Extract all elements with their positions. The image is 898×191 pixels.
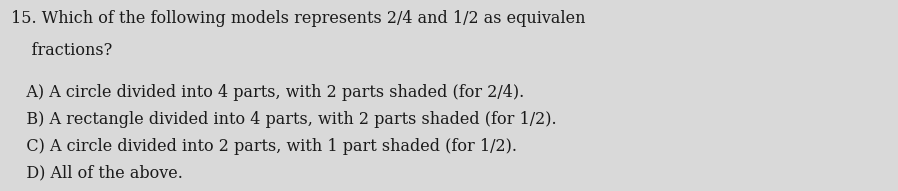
Text: A) A circle divided into 4 parts, with 2 parts shaded (for 2/4).: A) A circle divided into 4 parts, with 2…: [11, 84, 524, 101]
Text: B) A rectangle divided into 4 parts, with 2 parts shaded (for 1/2).: B) A rectangle divided into 4 parts, wit…: [11, 111, 557, 128]
Text: 15. Which of the following models represents 2/4 and 1/2 as equivalen: 15. Which of the following models repres…: [11, 10, 585, 27]
Text: C) A circle divided into 2 parts, with 1 part shaded (for 1/2).: C) A circle divided into 2 parts, with 1…: [11, 138, 516, 155]
Text: fractions?: fractions?: [11, 42, 112, 59]
Text: D) All of the above.: D) All of the above.: [11, 164, 182, 181]
